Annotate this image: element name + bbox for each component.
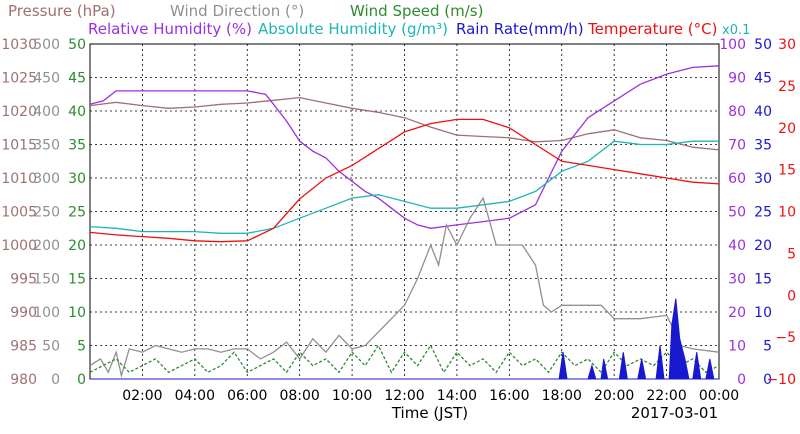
tick-label-rain-rate: 0 xyxy=(763,372,772,388)
tick-label-pressure: 980 xyxy=(10,372,37,388)
x-axis-label: Time (JST) xyxy=(391,404,468,422)
tick-label-pressure: 1030 xyxy=(1,37,37,53)
x-tick-label: 12:00 xyxy=(384,388,424,404)
tick-label-wind-speed: 10 xyxy=(68,305,86,321)
tick-label-relative-humidity: 50 xyxy=(728,205,746,221)
series-pressure-hpa xyxy=(89,96,720,151)
x-tick-label: 08:00 xyxy=(279,388,319,404)
x-tick-label: 10:00 xyxy=(332,388,372,404)
tick-label-wind-speed: 20 xyxy=(68,238,86,254)
tick-label-wind-direction: 0 xyxy=(51,372,60,388)
tick-label-rain-rate: 15 xyxy=(754,272,772,288)
tick-label-wind-speed: 0 xyxy=(77,372,86,388)
legend-relative-humidity: Relative Humidity (%) xyxy=(88,20,252,38)
legend-rain-rate: Rain Rate(mm/h) xyxy=(456,20,584,38)
legend-absolute-humidity: Absolute Humidity (g/m³) xyxy=(258,20,448,38)
tick-label-relative-humidity: 0 xyxy=(737,372,746,388)
tick-label-wind-direction: 400 xyxy=(33,104,60,120)
tick-label-rain-rate: 30 xyxy=(754,171,772,187)
series-group xyxy=(89,65,720,380)
tick-label-relative-humidity: 30 xyxy=(728,272,746,288)
abs-humidity-scale-note: x0.1 xyxy=(722,23,750,38)
tick-label-relative-humidity: 10 xyxy=(728,339,746,355)
series-wind-speed-m-s xyxy=(89,344,720,374)
tick-label-wind-speed: 30 xyxy=(68,171,86,187)
tick-label-rain-rate: 40 xyxy=(754,104,772,120)
tick-label-rain-rate: 5 xyxy=(763,339,772,355)
x-tick-label: 02:00 xyxy=(122,388,162,404)
grid xyxy=(90,44,719,379)
legend-temperature: Temperature (°C) xyxy=(587,20,717,38)
tick-label-wind-speed: 35 xyxy=(68,138,86,154)
tick-label-temperature: 0 xyxy=(787,288,796,304)
tick-label-rain-rate: 45 xyxy=(754,71,772,87)
tick-label-pressure: 1000 xyxy=(1,238,37,254)
tick-label-pressure: 1025 xyxy=(1,71,37,87)
series-wind-direction xyxy=(89,196,720,379)
x-tick-label: 22:00 xyxy=(646,388,686,404)
tick-label-pressure: 1020 xyxy=(1,104,37,120)
series-rain-rate-mm-h xyxy=(90,298,719,380)
tick-label-pressure: 985 xyxy=(10,339,37,355)
tick-label-wind-speed: 40 xyxy=(68,104,86,120)
date-label: 2017-03-01 xyxy=(631,404,718,422)
tick-label-pressure: 1010 xyxy=(1,171,37,187)
x-tick-label: 20:00 xyxy=(594,388,634,404)
tick-label-temperature: 10 xyxy=(778,205,796,221)
x-tick-label: 14:00 xyxy=(437,388,477,404)
tick-label-wind-direction: 250 xyxy=(33,205,60,221)
x-tick-label: 16:00 xyxy=(489,388,529,404)
x-tick-label: 00:00 xyxy=(699,388,739,404)
tick-label-relative-humidity: 20 xyxy=(728,305,746,321)
series-temperature-c xyxy=(89,118,720,243)
tick-label-pressure: 995 xyxy=(10,272,37,288)
tick-label-rain-rate: 35 xyxy=(754,138,772,154)
tick-label-wind-direction: 500 xyxy=(33,37,60,53)
tick-label-wind-speed: 15 xyxy=(68,272,86,288)
tick-label-wind-direction: 200 xyxy=(33,238,60,254)
tick-label-temperature: −10 xyxy=(766,372,796,388)
tick-label-wind-direction: 450 xyxy=(33,71,60,87)
tick-label-wind-direction: 300 xyxy=(33,171,60,187)
x-axis: 02:00 04:00 06:00 08:00 10:00 12:00 14:00 16:00… xyxy=(122,388,739,404)
tick-label-rain-rate: 20 xyxy=(754,238,772,254)
series-absolute-humidity-g-m xyxy=(89,140,719,234)
tick-label-relative-humidity: 90 xyxy=(728,71,746,87)
tick-label-temperature: 25 xyxy=(778,79,796,95)
tick-label-wind-direction: 100 xyxy=(33,305,60,321)
tick-label-wind-speed: 50 xyxy=(68,37,86,53)
legend: Pressure (hPa) Wind Direction (°) Wind S… xyxy=(8,2,750,38)
legend-wind-speed: Wind Speed (m/s) xyxy=(350,2,483,20)
tick-label-wind-speed: 5 xyxy=(77,339,86,355)
tick-label-relative-humidity: 70 xyxy=(728,138,746,154)
y-axes: 1030102510201015101010051000995990985980… xyxy=(1,37,796,388)
tick-label-relative-humidity: 40 xyxy=(728,238,746,254)
tick-label-temperature: 20 xyxy=(778,121,796,137)
x-tick-label: 06:00 xyxy=(227,388,267,404)
tick-label-rain-rate: 25 xyxy=(754,205,772,221)
x-tick-label: 18:00 xyxy=(542,388,582,404)
tick-label-rain-rate: 50 xyxy=(754,37,772,53)
tick-label-pressure: 1015 xyxy=(1,138,37,154)
tick-label-temperature: 15 xyxy=(778,163,796,179)
tick-label-relative-humidity: 100 xyxy=(719,37,746,53)
legend-wind-direction: Wind Direction (°) xyxy=(170,2,304,20)
tick-label-relative-humidity: 80 xyxy=(728,104,746,120)
x-tick-label: 04:00 xyxy=(175,388,215,404)
tick-label-pressure: 1005 xyxy=(1,205,37,221)
series-relative-humidity xyxy=(89,65,720,229)
tick-label-pressure: 990 xyxy=(10,305,37,321)
tick-label-wind-direction: 50 xyxy=(42,339,60,355)
tick-label-wind-direction: 150 xyxy=(33,272,60,288)
tick-label-wind-direction: 350 xyxy=(33,138,60,154)
tick-label-temperature: 5 xyxy=(787,246,796,262)
tick-label-temperature: −5 xyxy=(775,330,796,346)
tick-label-relative-humidity: 60 xyxy=(728,171,746,187)
legend-pressure: Pressure (hPa) xyxy=(8,2,116,20)
tick-label-wind-speed: 25 xyxy=(68,205,86,221)
tick-label-wind-speed: 45 xyxy=(68,71,86,87)
tick-label-temperature: 30 xyxy=(778,37,796,53)
tick-label-rain-rate: 10 xyxy=(754,305,772,321)
